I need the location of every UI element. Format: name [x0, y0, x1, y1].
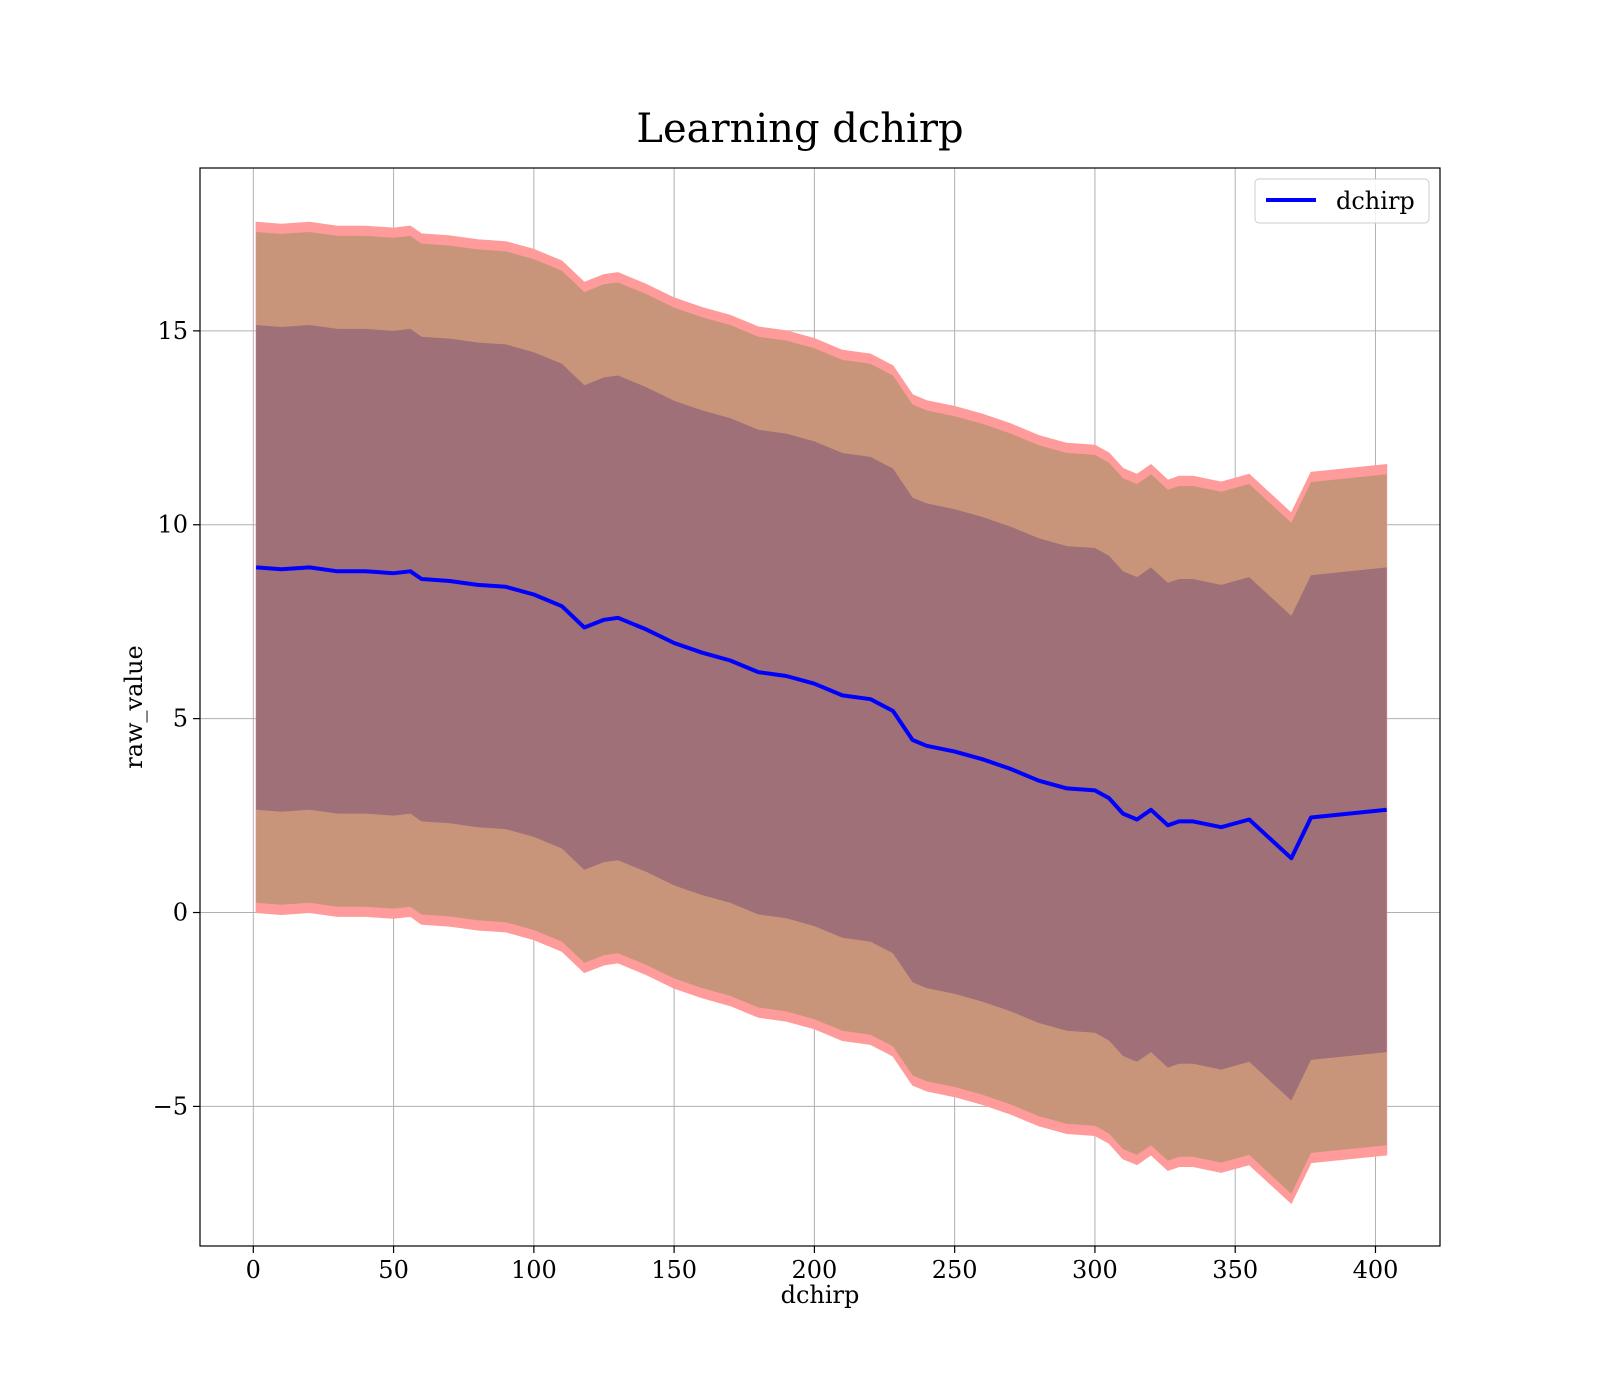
x-tick-label: 0: [246, 1256, 261, 1284]
legend-entry-dchirp: dchirp: [1336, 187, 1415, 215]
series-lines: [255, 565, 1387, 861]
legend-box: [1254, 178, 1430, 224]
x-tick-label: 150: [651, 1256, 697, 1284]
x-axis-ticks: 0 50 100 150 200 250 300 350 400: [246, 1246, 1399, 1284]
y-tick-label: 0: [173, 899, 188, 927]
y-tick-label: −5: [153, 1092, 188, 1120]
y-tick-label: 15: [157, 317, 188, 345]
x-tick-label: 350: [1212, 1256, 1258, 1284]
y-axis-label: raw_value: [120, 645, 148, 769]
x-tick-label: 300: [1072, 1256, 1118, 1284]
chart-title: Learning dchirp: [636, 106, 963, 152]
band-inner: [256, 325, 1387, 1101]
x-tick-label: 100: [511, 1256, 557, 1284]
plot-frame: [199, 167, 1441, 1247]
legend: dchirp: [1254, 178, 1430, 224]
x-tick-label: 400: [1353, 1256, 1399, 1284]
confidence-bands: [255, 221, 1388, 1205]
x-tick-label: 250: [932, 1256, 978, 1284]
x-axis-label: dchirp: [781, 1281, 860, 1309]
series-line-dchirp: [255, 565, 1387, 861]
x-tick-label: 50: [378, 1256, 409, 1284]
y-tick-label: 5: [173, 705, 188, 733]
x-tick-label: 200: [791, 1256, 837, 1284]
y-tick-label: 10: [157, 511, 188, 539]
y-axis-ticks: −5 0 5 10 15: [153, 317, 200, 1120]
